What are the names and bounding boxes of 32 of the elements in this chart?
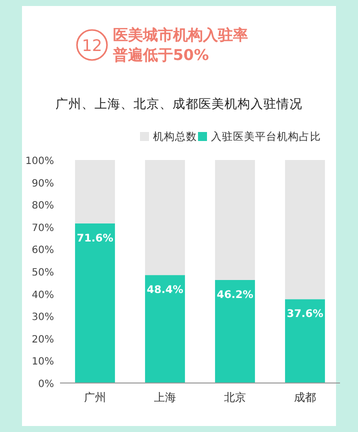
bar [215, 160, 255, 280]
y-tick-label: 100% [25, 156, 54, 167]
x-tick-label: 广州 [84, 391, 106, 404]
chart-title: 医美城市机构入驻率普遍低于50% [112, 26, 248, 64]
y-tick-label: 90% [32, 178, 54, 190]
y-tick-label: 80% [32, 200, 54, 212]
bar [145, 160, 185, 276]
y-tick-label: 70% [32, 222, 54, 234]
x-tick-label: 上海 [154, 391, 176, 404]
data-label: 37.6% [286, 308, 324, 320]
bar [215, 280, 255, 383]
bar [285, 160, 325, 300]
y-tick-label: 50% [32, 268, 54, 278]
text: 12 [82, 36, 102, 55]
y-tick-label: 40% [32, 290, 54, 301]
y-tick-label: 30% [32, 312, 54, 324]
data-label: 46.2% [216, 288, 254, 301]
data-label: 48.4% [146, 284, 184, 296]
bar [145, 275, 185, 383]
legend-label: 入驻医美平台机构占比 [211, 130, 321, 143]
y-tick-label: 0% [38, 379, 54, 390]
y-tick-label: 10% [32, 356, 54, 368]
bar [285, 299, 325, 383]
bar [75, 223, 115, 383]
x-tick-label: 北京 [224, 391, 246, 404]
chart-subtitle: 广州、上海、北京、成都医美机构入驻情况 [56, 96, 302, 111]
data-label: 71.6% [76, 232, 114, 244]
legend-label: 机构总数 [153, 130, 197, 143]
x-tick-label: 成都 [294, 391, 316, 404]
bar [75, 160, 115, 224]
y-tick-label: 60% [32, 245, 54, 256]
y-tick-label: 20% [32, 334, 54, 346]
